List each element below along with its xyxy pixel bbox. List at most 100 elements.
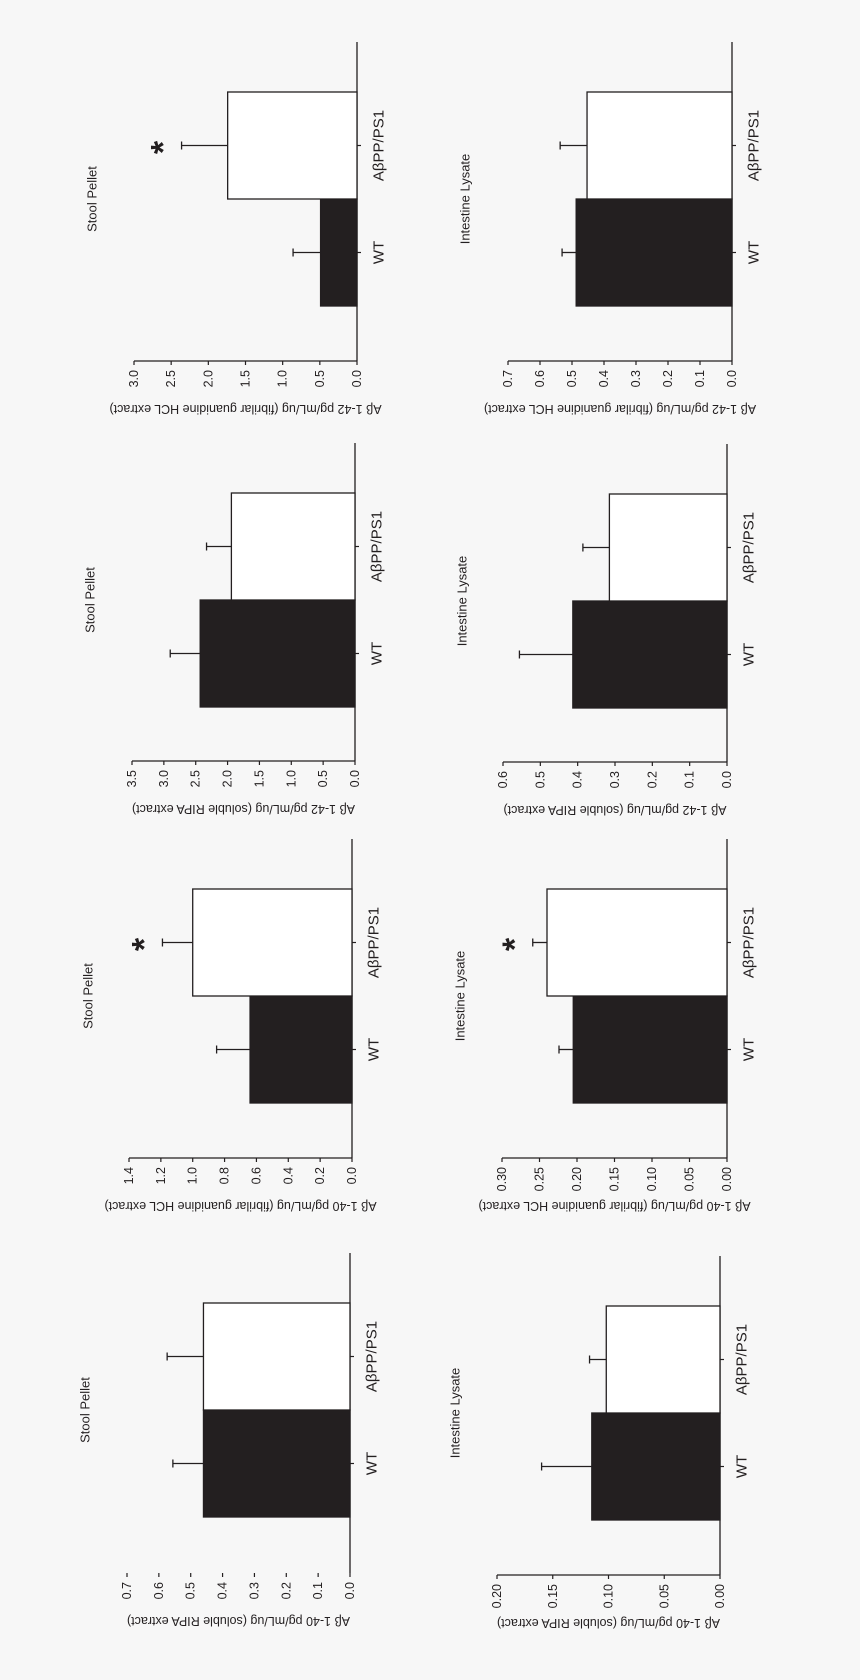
category-label: WT (734, 1455, 751, 1478)
tick-label: 0.5 (313, 370, 327, 387)
tick-label: 0.3 (247, 1582, 261, 1599)
axis-label: Aβ 1-42 pg/mL/ug (soluble RIPA extract) (503, 803, 726, 817)
tick-label: 0.0 (350, 370, 364, 387)
tick-label: 2.0 (221, 770, 235, 787)
tick-label: 3.0 (157, 770, 171, 787)
axis-label: Aβ 1-40 pg/mL/ug (fibrilar guanidine HCL… (104, 1199, 376, 1213)
category-label: AβPP/PS1 (364, 1321, 381, 1392)
tick-label: 0.15 (608, 1167, 622, 1191)
axis-label: Aβ 1-42 pg/mL/ug (fibrilar guanidine HCL… (109, 402, 381, 416)
significance-asterisk: * (496, 937, 534, 951)
tick-label: 0.4 (281, 1167, 295, 1184)
category-label: WT (371, 241, 388, 264)
bar-wt (572, 600, 728, 709)
tick-label: 0.2 (661, 370, 675, 387)
tick-label: 1.0 (276, 370, 290, 387)
tick-label: 0.3 (608, 771, 622, 788)
tick-label: 0.2 (279, 1582, 293, 1599)
tick-label: 3.0 (127, 370, 141, 387)
tick-label: 1.4 (122, 1167, 136, 1184)
tick-label: 0.20 (490, 1584, 504, 1608)
bar-wt (199, 599, 356, 708)
tick-label: 0.2 (645, 771, 659, 788)
axis-label: Aβ 1-40 pg/mL/ug (soluble RIPA extract) (497, 1616, 720, 1630)
chart-title: Stool Pellet (78, 1377, 93, 1443)
category-label: WT (364, 1452, 381, 1475)
chart-panel: 0.00 0.05 0.10 0.15 0.20 Aβ 1-40 pg/mL/ug (so… (448, 1256, 751, 1630)
tick-label: 0.0 (720, 771, 734, 788)
category-label: WT (741, 643, 758, 666)
category-label: AβPP/PS1 (734, 1324, 751, 1395)
tick-label: 0.15 (546, 1584, 560, 1608)
tick-label: 0.4 (216, 1582, 230, 1599)
tick-label: 0.10 (602, 1584, 616, 1608)
axis-label: Aβ 1-40 pg/mL/ug (fibrilar guanidine HCL… (478, 1199, 750, 1213)
chart-panel: 0.0 0.5 1.0 1.5 2.0 2.5 3.0 3.5 Aβ 1-42 pg/mL/ug… (83, 443, 386, 816)
category-label: AβPP/PS1 (371, 110, 388, 181)
bar-appps1 (546, 888, 728, 997)
tick-label: 0.7 (501, 370, 515, 387)
significance-asterisk: * (145, 140, 183, 154)
category-label: AβPP/PS1 (369, 511, 386, 582)
category-label: WT (366, 1038, 383, 1061)
tick-label: 1.5 (252, 770, 266, 787)
tick-label: 0.4 (597, 370, 611, 387)
bar-appps1 (227, 91, 358, 200)
tick-label: 0.5 (565, 370, 579, 387)
chart-title: Intestine Lysate (453, 951, 468, 1042)
bar-appps1 (608, 493, 728, 602)
tick-label: 0.5 (316, 770, 330, 787)
chart-panel: 0.0 0.5 1.0 1.5 2.0 2.5 3.0 Aβ 1-42 pg/mL/ug (f… (85, 42, 388, 416)
tick-label: 0.25 (533, 1167, 547, 1191)
tick-label: 0.20 (570, 1167, 584, 1191)
chart-title: Intestine Lysate (448, 1368, 463, 1459)
tick-label: 2.5 (189, 770, 203, 787)
significance-asterisk: * (125, 937, 163, 951)
tick-label: 0.05 (683, 1167, 697, 1191)
bar-wt (249, 995, 353, 1104)
tick-label: 1.0 (186, 1167, 200, 1184)
category-label: AβPP/PS1 (746, 110, 763, 181)
axis-label: Aβ 1-42 pg/mL/ug (soluble RIPA extract) (132, 802, 355, 816)
chart-title: Stool Pellet (81, 963, 96, 1029)
tick-label: 0.0 (725, 370, 739, 387)
category-label: AβPP/PS1 (741, 512, 758, 583)
tick-label: 0.6 (496, 771, 510, 788)
bar-appps1 (192, 888, 353, 997)
category-label: AβPP/PS1 (366, 907, 383, 978)
tick-label: 0.0 (343, 1582, 357, 1599)
tick-label: 0.10 (645, 1167, 659, 1191)
tick-label: 0.5 (184, 1582, 198, 1599)
bar-wt (575, 198, 733, 307)
tick-label: 0.6 (533, 370, 547, 387)
tick-label: 1.5 (239, 370, 253, 387)
tick-label: 0.1 (311, 1582, 325, 1599)
bar-appps1 (586, 91, 733, 200)
chart-title: Stool Pellet (85, 166, 100, 232)
bar-appps1 (605, 1305, 721, 1414)
axis-label: Aβ 1-40 pg/mL/ug (soluble RIPA extract) (127, 1614, 350, 1628)
chart-panel: 0.0 0.1 0.2 0.3 0.4 0.5 0.6 0.7 Aβ 1-42 pg/mL/ug… (458, 42, 763, 416)
tick-label: 0.6 (152, 1582, 166, 1599)
bar-wt (202, 1409, 351, 1518)
tick-label: 0.3 (629, 370, 643, 387)
tick-label: 0.00 (713, 1584, 727, 1608)
tick-label: 3.5 (125, 770, 139, 787)
chart-panel: 0.0 0.1 0.2 0.3 0.4 0.5 0.6 0.7 Aβ 1-40 pg/mL/ug… (78, 1253, 381, 1628)
tick-label: 0.0 (348, 770, 362, 787)
bar-wt (572, 995, 728, 1104)
chart-title: Intestine Lysate (455, 556, 470, 647)
tick-label: 0.0 (345, 1167, 359, 1184)
chart-panel: 0.00 0.05 0.10 0.15 0.20 0.25 0.30 Aβ 1-40 pg/m… (453, 839, 758, 1213)
tick-label: 0.00 (720, 1167, 734, 1191)
tick-label: 0.05 (657, 1584, 671, 1608)
tick-label: 2.0 (201, 370, 215, 387)
tick-label: 0.2 (313, 1167, 327, 1184)
bar-appps1 (202, 1302, 351, 1411)
tick-label: 0.1 (683, 771, 697, 788)
tick-label: 0.7 (120, 1582, 134, 1599)
tick-label: 0.6 (249, 1167, 263, 1184)
tick-label: 1.2 (154, 1167, 168, 1184)
tick-label: 0.30 (495, 1167, 509, 1191)
